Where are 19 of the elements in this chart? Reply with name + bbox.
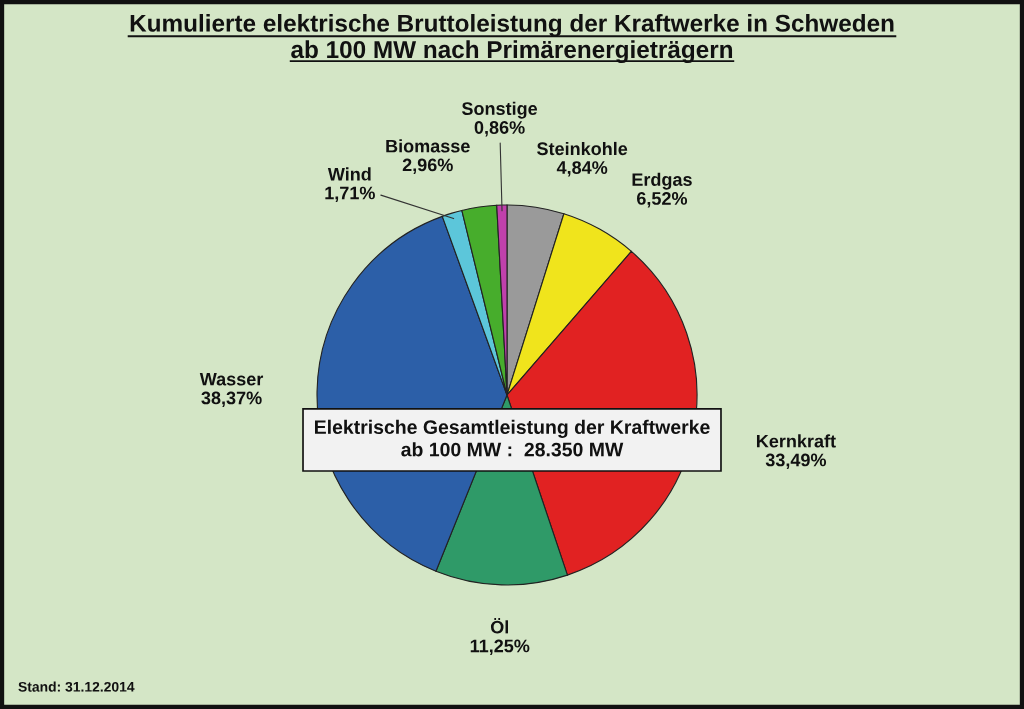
data-label: 1,71%: [325, 186, 375, 202]
slice-label: Kernkraft: [756, 434, 836, 448]
slice-label: Sonstige: [461, 101, 538, 119]
text: Elektrische Gesamtleistung der Kraftwerke ab 100 MW : 28.350 MW: [315, 419, 710, 457]
slice-label: Öl: [490, 617, 508, 634]
data-label: 33,49%: [765, 453, 827, 469]
text: Stand: 31.12.2014: [18, 681, 135, 692]
data-label: 0,86%: [474, 121, 525, 137]
chart-title: Kumulierte elektrische Bruttoleistung der Kraftwerke in Schweden ab 100 MW nach Primärenergieträgern: [130, 14, 894, 64]
slice-label: Erdgas: [632, 172, 692, 190]
data-label: 4,84%: [556, 161, 608, 177]
data-label: 2,96%: [402, 158, 453, 174]
data-label: 6,52%: [637, 192, 688, 208]
slice-label: Steinkohle: [537, 141, 628, 156]
slice-label: Wind: [327, 167, 371, 181]
data-label: 11,25%: [470, 639, 530, 655]
slice-label: Biomasse: [386, 139, 470, 153]
data-label: 38,37%: [201, 391, 262, 407]
slice-label: Wasser: [199, 372, 264, 386]
